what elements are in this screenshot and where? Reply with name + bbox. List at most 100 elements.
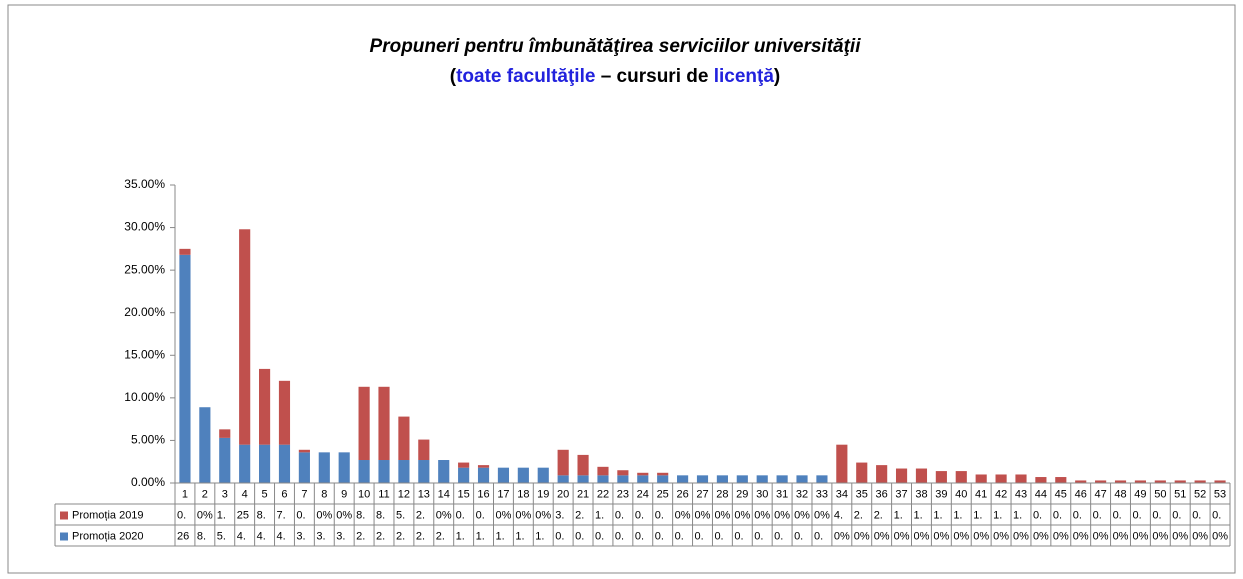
data-label: 0% <box>1053 530 1069 542</box>
x-tick-label: 32 <box>796 488 808 500</box>
bar <box>557 449 569 476</box>
bar <box>657 475 669 483</box>
data-label: 0. <box>595 530 604 542</box>
x-tick-label: 25 <box>657 488 669 500</box>
data-label: 0. <box>1033 509 1042 521</box>
x-tick-label: 23 <box>617 488 629 500</box>
x-tick-label: 39 <box>935 488 947 500</box>
bar <box>179 248 191 255</box>
x-tick-label: 37 <box>895 488 907 500</box>
data-label: 0% <box>515 509 531 521</box>
bar <box>179 254 191 483</box>
bar <box>318 452 330 483</box>
x-tick-label: 9 <box>341 488 347 500</box>
x-tick-label: 10 <box>358 488 370 500</box>
data-label: 0% <box>1152 530 1168 542</box>
subtitle-part: toate facultăţile <box>456 66 595 87</box>
data-label: 1. <box>515 530 524 542</box>
x-tick-label: 2 <box>202 488 208 500</box>
data-label: 0. <box>1152 509 1161 521</box>
data-label: 0. <box>476 509 485 521</box>
bar <box>955 471 967 483</box>
bar <box>975 474 987 483</box>
bar <box>219 437 231 483</box>
bar <box>438 460 450 483</box>
bar <box>657 472 669 476</box>
data-label: 1. <box>595 509 604 521</box>
data-label: 2. <box>396 530 405 542</box>
subtitle-part: ) <box>774 66 780 87</box>
bar <box>836 444 848 483</box>
data-label: 4. <box>277 530 286 542</box>
x-tick-label: 16 <box>477 488 489 500</box>
bar <box>517 467 529 483</box>
data-label: 1. <box>914 509 923 521</box>
data-label: 3. <box>336 530 345 542</box>
y-tick-label: 30.00% <box>124 220 165 234</box>
x-tick-label: 4 <box>242 488 248 500</box>
bar <box>935 471 947 483</box>
data-label: 0. <box>814 530 823 542</box>
data-label: 4. <box>237 530 246 542</box>
bar <box>597 466 609 476</box>
data-label: 0. <box>774 530 783 542</box>
data-label: 0. <box>655 530 664 542</box>
legend-swatch <box>60 511 68 520</box>
data-label: 0% <box>1132 530 1148 542</box>
x-tick-label: 52 <box>1194 488 1206 500</box>
y-tick-label: 0.00% <box>131 475 165 489</box>
y-tick-label: 35.00% <box>124 177 165 191</box>
data-label: 0% <box>953 530 969 542</box>
y-tick-label: 15.00% <box>124 347 165 361</box>
bar <box>736 475 748 483</box>
data-label: 2. <box>356 530 365 542</box>
data-label: 0. <box>1073 509 1082 521</box>
data-label: 0% <box>535 509 551 521</box>
x-tick-label: 24 <box>637 488 649 500</box>
data-label: 1. <box>953 509 962 521</box>
data-label: 0% <box>774 509 790 521</box>
data-label: 0. <box>1113 509 1122 521</box>
bar <box>398 460 410 483</box>
x-tick-label: 47 <box>1094 488 1106 500</box>
data-label: 2. <box>436 530 445 542</box>
data-label: 0. <box>794 530 803 542</box>
x-tick-label: 46 <box>1075 488 1087 500</box>
bar <box>537 467 549 483</box>
data-label: 0. <box>675 530 684 542</box>
x-tick-label: 5 <box>262 488 268 500</box>
data-label: 0% <box>1093 530 1109 542</box>
data-label: 0% <box>854 530 870 542</box>
x-tick-label: 15 <box>458 488 470 500</box>
data-label: 0. <box>1132 509 1141 521</box>
subtitle-part: – cursuri de <box>595 66 713 87</box>
bar <box>816 475 828 483</box>
data-label: 7. <box>277 509 286 521</box>
bar <box>477 465 490 468</box>
data-label: 0% <box>714 509 730 521</box>
bar <box>278 444 291 483</box>
data-label: 0% <box>1013 530 1029 542</box>
data-label: 0. <box>615 509 624 521</box>
x-tick-label: 6 <box>281 488 287 500</box>
bar <box>1055 477 1067 483</box>
bar <box>378 460 390 483</box>
data-label: 4. <box>257 530 266 542</box>
bar <box>637 472 649 476</box>
x-tick-label: 11 <box>378 488 389 500</box>
bar <box>1214 480 1226 483</box>
bar <box>497 467 510 483</box>
x-tick-label: 8 <box>321 488 327 500</box>
x-tick-label: 3 <box>222 488 228 500</box>
data-label: 0% <box>754 509 770 521</box>
x-tick-label: 30 <box>756 488 768 500</box>
data-label: 2. <box>376 530 385 542</box>
y-tick-label: 20.00% <box>124 305 165 319</box>
data-label: 0% <box>734 509 750 521</box>
bar <box>756 475 768 483</box>
data-label: 0% <box>894 530 910 542</box>
bar <box>1154 480 1166 483</box>
data-label: 0. <box>575 530 584 542</box>
legend-label: Promoția 2020 <box>72 530 144 542</box>
data-label: 25 <box>237 509 249 521</box>
